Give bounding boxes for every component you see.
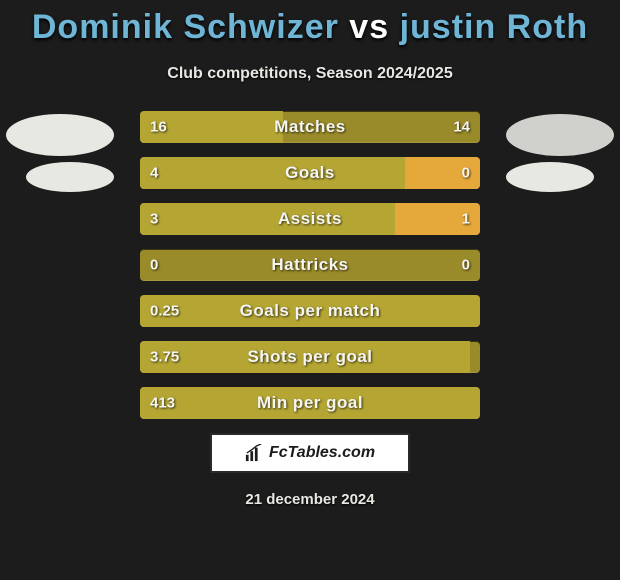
watermark: FcTables.com <box>210 433 410 473</box>
vs-text: vs <box>349 8 389 46</box>
comparison-title: Dominik Schwizer vs justin Roth <box>0 0 620 47</box>
player1-name: Dominik Schwizer <box>32 8 339 46</box>
stat-row: 413Min per goal <box>140 387 480 419</box>
stat-label: Assists <box>140 209 480 229</box>
stat-row: 1614Matches <box>140 111 480 143</box>
subtitle: Club competitions, Season 2024/2025 <box>0 65 620 83</box>
chart-icon <box>245 444 263 462</box>
stat-row: 31Assists <box>140 203 480 235</box>
stat-row: 3.75Shots per goal <box>140 341 480 373</box>
watermark-text: FcTables.com <box>269 444 375 462</box>
stat-label: Goals <box>140 163 480 183</box>
content-area: 1614Matches 40Goals 31Assists 00Hattricks 0.… <box>0 111 620 419</box>
stat-row: 0.25Goals per match <box>140 295 480 327</box>
stat-label: Hattricks <box>140 255 480 275</box>
player1-club-badge <box>26 162 114 192</box>
player2-club-badge <box>506 162 594 192</box>
stat-bars-container: 1614Matches 40Goals 31Assists 00Hattricks 0.… <box>140 111 480 419</box>
player1-avatar <box>6 114 114 156</box>
stat-label: Matches <box>140 117 480 137</box>
stat-label: Min per goal <box>140 393 480 413</box>
player2-name: justin Roth <box>400 8 589 46</box>
date-text: 21 december 2024 <box>0 491 620 508</box>
stat-label: Goals per match <box>140 301 480 321</box>
stat-row: 00Hattricks <box>140 249 480 281</box>
stat-row: 40Goals <box>140 157 480 189</box>
stat-label: Shots per goal <box>140 347 480 367</box>
player2-avatar <box>506 114 614 156</box>
